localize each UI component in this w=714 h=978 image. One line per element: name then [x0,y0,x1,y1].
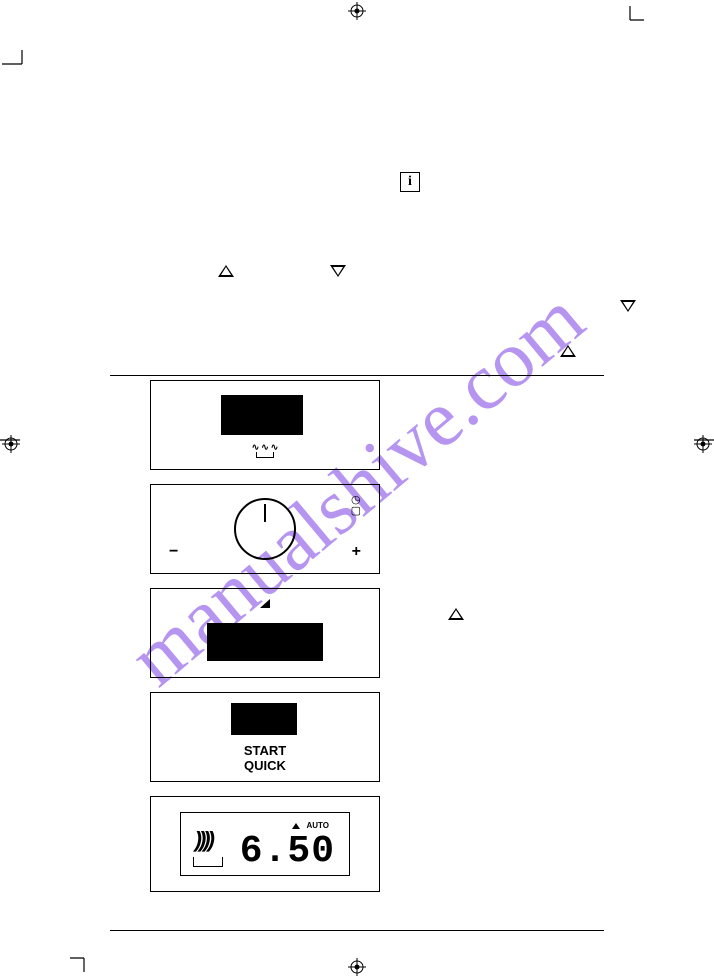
lcd-display: )))) AUTO 6.50 [180,812,350,876]
step-panel-5: )))) AUTO 6.50 [150,796,380,892]
dish-icon [193,857,223,867]
redacted-display [221,395,303,435]
rule-bottom [110,930,604,931]
lcd-digits: 6.50 [240,835,335,869]
steps-column: ∿∿∿ − + ◷▢ START QUICK )))) AUTO 6.50 [0,0,714,892]
step-panel-4: START QUICK [150,692,380,782]
rotary-dial[interactable] [234,498,296,560]
registration-mark-bottom [348,958,366,976]
step-panel-3 [150,588,380,678]
microwave-waves-icon: )))) [193,827,215,853]
start-quick-label[interactable]: START QUICK [244,743,286,773]
clock-icon: ◷▢ [351,495,361,517]
auto-badge: AUTO [292,821,329,830]
step-panel-1: ∿∿∿ [150,380,380,470]
heat-mode-icon: ∿∿∿ [254,443,276,461]
minus-label: − [169,543,178,561]
crop-mark-bl [70,944,98,972]
plus-label: + [352,543,361,561]
redacted-display [207,623,323,661]
ramp-arrow-icon [260,599,270,608]
step-panel-2: − + ◷▢ [150,484,380,574]
redacted-display [231,703,297,735]
